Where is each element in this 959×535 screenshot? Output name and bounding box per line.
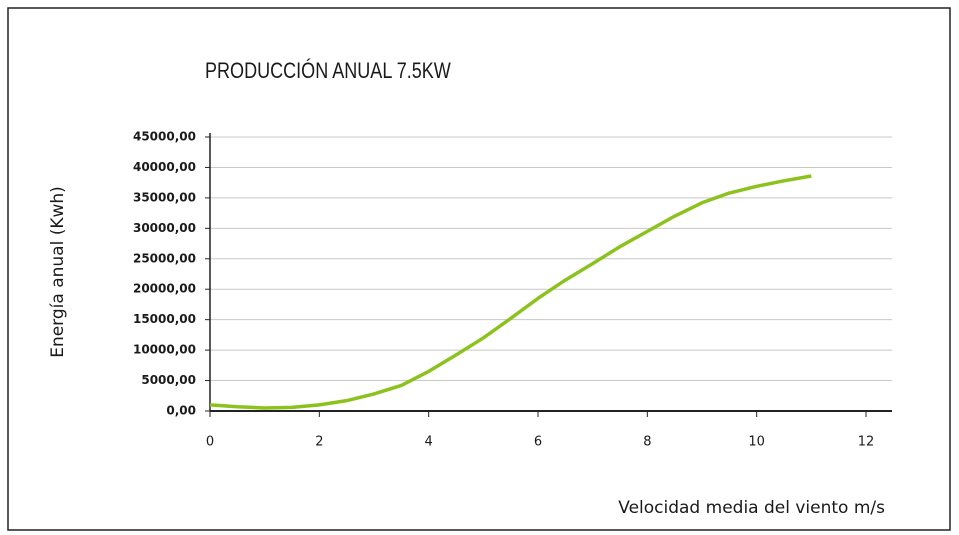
y-tick-label: 35000,00	[133, 190, 196, 204]
y-tick-label: 0,00	[166, 404, 196, 418]
y-tick-label: 5000,00	[141, 373, 196, 387]
x-tick-label: 4	[425, 435, 433, 450]
x-tick-label: 0	[206, 435, 214, 450]
x-tick-label: 6	[534, 435, 542, 450]
y-tick-label: 45000,00	[133, 130, 196, 144]
y-tick-label: 10000,00	[133, 343, 196, 357]
x-tick-label: 10	[748, 435, 765, 450]
y-tick-label: 25000,00	[133, 251, 196, 265]
x-tick-label: 12	[858, 435, 875, 450]
y-tick-label: 30000,00	[133, 221, 196, 235]
chart-frame	[7, 7, 951, 531]
chart-title: PRODUCCIÓN ANUAL 7.5KW	[205, 58, 451, 83]
data-line	[209, 174, 812, 410]
x-tick-label: 8	[643, 435, 651, 450]
y-tick-label: 20000,00	[133, 282, 196, 296]
x-tick-label: 2	[315, 435, 323, 450]
y-axis-label: Energía anual (Kwh)	[48, 186, 68, 358]
y-tick-label: 40000,00	[133, 160, 196, 174]
x-axis-label: Velocidad media del viento m/s	[618, 498, 885, 518]
y-tick-label: 15000,00	[133, 312, 196, 326]
